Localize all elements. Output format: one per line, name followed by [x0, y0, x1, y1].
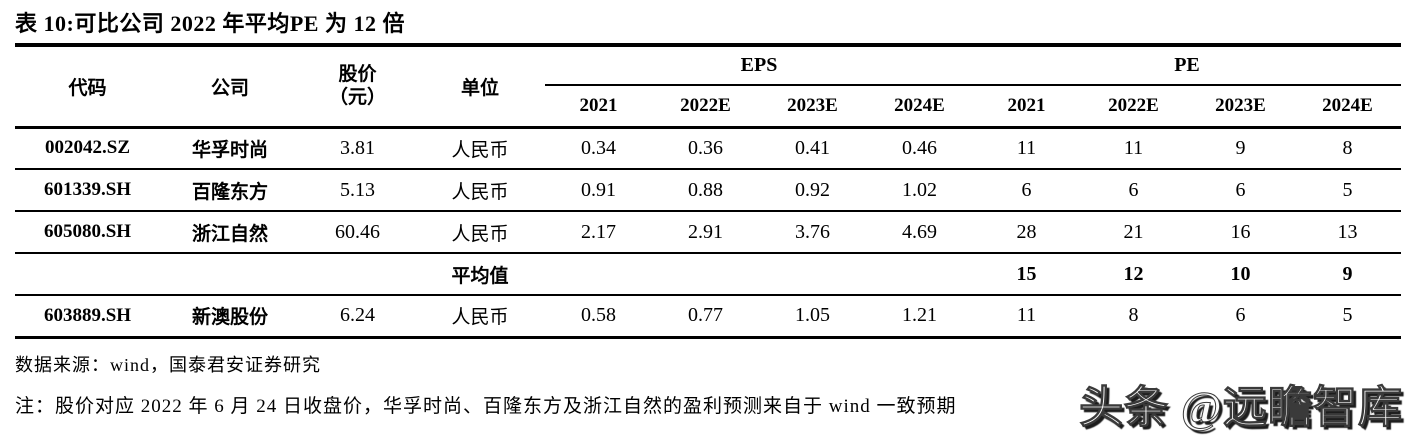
note-text: 注：股价对应 2022 年 6 月 24 日收盘价，华孚时尚、百隆东方及浙江自然…	[15, 395, 957, 417]
pe-year-header: 2021	[973, 85, 1080, 129]
cell-pe: 21	[1080, 211, 1187, 254]
cell-eps: 4.69	[866, 211, 973, 254]
cell-eps-empty	[759, 253, 866, 296]
header-group-row: 代码 公司 股价 （元） 单位 EPS PE	[15, 47, 1401, 129]
cell-eps: 0.58	[545, 295, 652, 339]
eps-year-header: 2022E	[652, 85, 759, 129]
cell-pe: 8	[1294, 127, 1401, 170]
cell-pe: 6	[1187, 295, 1294, 339]
cell-price: 3.81	[300, 127, 415, 170]
cell-eps-empty	[652, 253, 759, 296]
cell-pe: 16	[1187, 211, 1294, 254]
cell-unit: 人民币	[415, 211, 545, 254]
cell-eps: 1.21	[866, 295, 973, 339]
cell-price: 60.46	[300, 211, 415, 254]
cell-eps: 3.76	[759, 211, 866, 254]
cell-eps-empty	[545, 253, 652, 296]
average-pe: 15	[973, 253, 1080, 296]
page-title: 表 10:可比公司 2022 年平均PE 为 12 倍	[15, 11, 405, 36]
table-row: 605080.SH 浙江自然 60.46 人民币 2.17 2.91 3.76 …	[15, 211, 1401, 254]
cell-eps: 0.41	[759, 127, 866, 170]
col-header-code: 代码	[15, 47, 160, 129]
price-header-line1: 股价	[338, 63, 377, 85]
col-header-company: 公司	[160, 47, 300, 129]
cell-pe: 5	[1294, 169, 1401, 212]
cell-eps: 0.91	[545, 169, 652, 212]
cell-code: 002042.SZ	[15, 127, 160, 170]
cell-pe: 11	[973, 295, 1080, 339]
col-header-unit: 单位	[415, 47, 545, 129]
cell-pe: 28	[973, 211, 1080, 254]
cell-unit: 人民币	[415, 127, 545, 170]
pe-year-header: 2023E	[1187, 85, 1294, 129]
table-row: 603889.SH 新澳股份 6.24 人民币 0.58 0.77 1.05 1…	[15, 295, 1401, 339]
cell-code: 603889.SH	[15, 295, 160, 339]
cell-eps: 0.46	[866, 127, 973, 170]
cell-eps: 1.05	[759, 295, 866, 339]
cell-company: 浙江自然	[160, 211, 300, 254]
cell-company-empty	[160, 253, 300, 296]
cell-eps: 0.77	[652, 295, 759, 339]
cell-price-empty	[300, 253, 415, 296]
cell-pe: 11	[1080, 127, 1187, 170]
eps-year-header: 2023E	[759, 85, 866, 129]
pe-year-header: 2024E	[1294, 85, 1401, 129]
report-page: 表 10:可比公司 2022 年平均PE 为 12 倍 代码 公司 股价 （元）…	[0, 6, 1407, 433]
average-pe: 9	[1294, 253, 1401, 296]
cell-pe: 6	[1187, 169, 1294, 212]
cell-price: 5.13	[300, 169, 415, 212]
cell-code: 605080.SH	[15, 211, 160, 254]
cell-eps: 0.34	[545, 127, 652, 170]
cell-code: 601339.SH	[15, 169, 160, 212]
table-title-bar: 表 10:可比公司 2022 年平均PE 为 12 倍	[15, 6, 1401, 47]
cell-pe: 5	[1294, 295, 1401, 339]
cell-price: 6.24	[300, 295, 415, 339]
cell-company: 新澳股份	[160, 295, 300, 339]
eps-year-header: 2021	[545, 85, 652, 129]
cell-eps: 1.02	[866, 169, 973, 212]
cell-eps-empty	[866, 253, 973, 296]
price-header-line2: （元）	[328, 87, 386, 109]
cell-eps: 0.88	[652, 169, 759, 212]
average-row: 平均值 15 12 10 9	[15, 253, 1401, 296]
cell-pe: 8	[1080, 295, 1187, 339]
cell-company: 华孚时尚	[160, 127, 300, 170]
average-pe: 12	[1080, 253, 1187, 296]
cell-pe: 6	[973, 169, 1080, 212]
data-source-text: 数据来源：wind，国泰君安证券研究	[15, 354, 321, 375]
eps-year-header: 2024E	[866, 85, 973, 129]
cell-eps: 2.91	[652, 211, 759, 254]
pe-year-header: 2022E	[1080, 85, 1187, 129]
average-pe: 10	[1187, 253, 1294, 296]
cell-eps: 0.36	[652, 127, 759, 170]
average-label: 平均值	[415, 253, 545, 296]
header-year-row: 2021 2022E 2023E 2024E 2021 2022E 2023E …	[15, 85, 1401, 129]
cell-pe: 13	[1294, 211, 1401, 254]
group-header-eps: EPS	[545, 47, 973, 86]
cell-pe: 11	[973, 127, 1080, 170]
cell-eps: 2.17	[545, 211, 652, 254]
col-header-price: 股价 （元）	[300, 47, 415, 129]
cell-unit: 人民币	[415, 169, 545, 212]
cell-company: 百隆东方	[160, 169, 300, 212]
table-row: 002042.SZ 华孚时尚 3.81 人民币 0.34 0.36 0.41 0…	[15, 127, 1401, 170]
cell-pe: 6	[1080, 169, 1187, 212]
cell-eps: 0.92	[759, 169, 866, 212]
cell-code-empty	[15, 253, 160, 296]
watermark-text: 头条 @远瞻智库	[1079, 383, 1403, 433]
cell-pe: 9	[1187, 127, 1294, 170]
group-header-pe: PE	[973, 47, 1401, 86]
comparable-companies-table: 代码 公司 股价 （元） 单位 EPS PE 2021 2022E 2023E …	[15, 47, 1401, 339]
cell-unit: 人民币	[415, 295, 545, 339]
table-row: 601339.SH 百隆东方 5.13 人民币 0.91 0.88 0.92 1…	[15, 169, 1401, 212]
